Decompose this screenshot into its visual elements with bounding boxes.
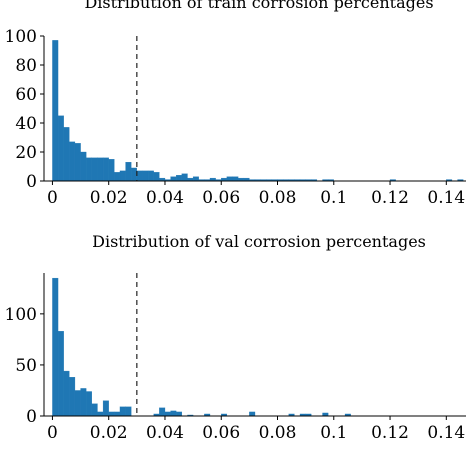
train-x-tick-label: 0.06 xyxy=(202,188,240,208)
train-histogram: Distribution of train corrosion percenta… xyxy=(5,0,466,208)
train-bar xyxy=(181,173,188,182)
train-x-tick-label: 0.04 xyxy=(146,188,184,208)
train-bar xyxy=(69,141,76,182)
val-axis-spines xyxy=(43,273,466,417)
train-bar xyxy=(74,143,81,182)
train-bar xyxy=(119,170,126,182)
train-bar xyxy=(176,175,183,182)
train-bars xyxy=(52,40,464,182)
val-x-tick-label: 0.1 xyxy=(320,423,347,443)
train-bar xyxy=(136,170,143,182)
val-x-tick-label: 0.02 xyxy=(90,423,128,443)
train-x-tick-label: 0 xyxy=(47,188,58,208)
train-bar xyxy=(108,159,115,182)
train-y-tick-label: 0 xyxy=(26,172,37,192)
train-bar xyxy=(153,172,160,182)
val-y-tick-label: 50 xyxy=(15,356,37,376)
val-x-tick-label: 0 xyxy=(47,423,58,443)
val-histogram: Distribution of val corrosion percentage… xyxy=(5,232,466,443)
val-bar xyxy=(97,411,104,417)
val-bar xyxy=(91,403,98,417)
train-bar xyxy=(102,157,109,182)
val-x-tick-label: 0.08 xyxy=(259,423,297,443)
val-bar xyxy=(86,391,92,417)
train-x-tick-label: 0.12 xyxy=(371,188,409,208)
val-y-tick-label: 100 xyxy=(5,305,37,325)
val-bar xyxy=(69,377,76,417)
train-bar xyxy=(114,172,121,182)
val-bar xyxy=(170,410,177,417)
train-bar xyxy=(63,127,70,182)
train-bar xyxy=(192,176,199,182)
val-bar xyxy=(249,411,256,417)
val-bar xyxy=(80,388,87,417)
val-bar xyxy=(176,411,183,417)
val-axes: 0 0.02 0.04 0.06 0.08 0.1 0.12 0.14 0 50 100 xyxy=(5,273,466,443)
train-axes: 0 0.02 0.04 0.06 0.08 0.1 0.12 0.14 0 20 40 60 80 100 xyxy=(5,27,466,208)
train-bar xyxy=(52,40,59,182)
val-bars xyxy=(52,277,351,417)
val-bar xyxy=(63,370,70,417)
train-bar xyxy=(57,115,64,182)
train-bar xyxy=(97,157,104,182)
train-x-tick-label: 0.02 xyxy=(90,188,128,208)
train-bar xyxy=(170,176,177,182)
train-y-tick-label: 20 xyxy=(15,143,37,163)
val-x-tick-label: 0.04 xyxy=(146,423,184,443)
val-x-tick-label: 0.12 xyxy=(371,423,409,443)
train-y-tick-label: 40 xyxy=(15,114,37,134)
val-x-tick-label: 0.06 xyxy=(202,423,240,443)
train-x-tick-label: 0.08 xyxy=(259,188,297,208)
val-x-tick-label: 0.14 xyxy=(427,423,465,443)
train-chart-title: Distribution of train corrosion percenta… xyxy=(84,0,433,12)
val-bar xyxy=(102,400,109,417)
train-bar xyxy=(125,161,132,182)
val-bar xyxy=(108,411,115,417)
train-bar xyxy=(80,151,87,182)
train-bar xyxy=(86,157,92,182)
val-bar xyxy=(114,411,121,417)
train-x-tick-label: 0.14 xyxy=(427,188,465,208)
val-bar xyxy=(74,390,81,417)
train-bar xyxy=(91,157,98,182)
train-y-tick-label: 60 xyxy=(15,85,37,105)
val-bar xyxy=(119,406,126,417)
train-bar xyxy=(226,176,233,182)
train-x-tick-label: 0.1 xyxy=(320,188,347,208)
val-bar xyxy=(52,277,59,417)
val-bar xyxy=(164,411,171,417)
train-bar xyxy=(232,176,239,182)
val-bar xyxy=(159,407,166,417)
val-bar xyxy=(125,406,132,417)
train-bar xyxy=(147,170,154,182)
val-y-tick-label: 0 xyxy=(26,407,37,427)
train-y-tick-label: 80 xyxy=(15,56,37,76)
train-bar xyxy=(131,167,137,182)
train-bar xyxy=(142,170,149,182)
val-chart-title: Distribution of val corrosion percentage… xyxy=(92,232,426,251)
train-y-tick-label: 100 xyxy=(5,27,37,47)
val-bar xyxy=(57,331,64,417)
